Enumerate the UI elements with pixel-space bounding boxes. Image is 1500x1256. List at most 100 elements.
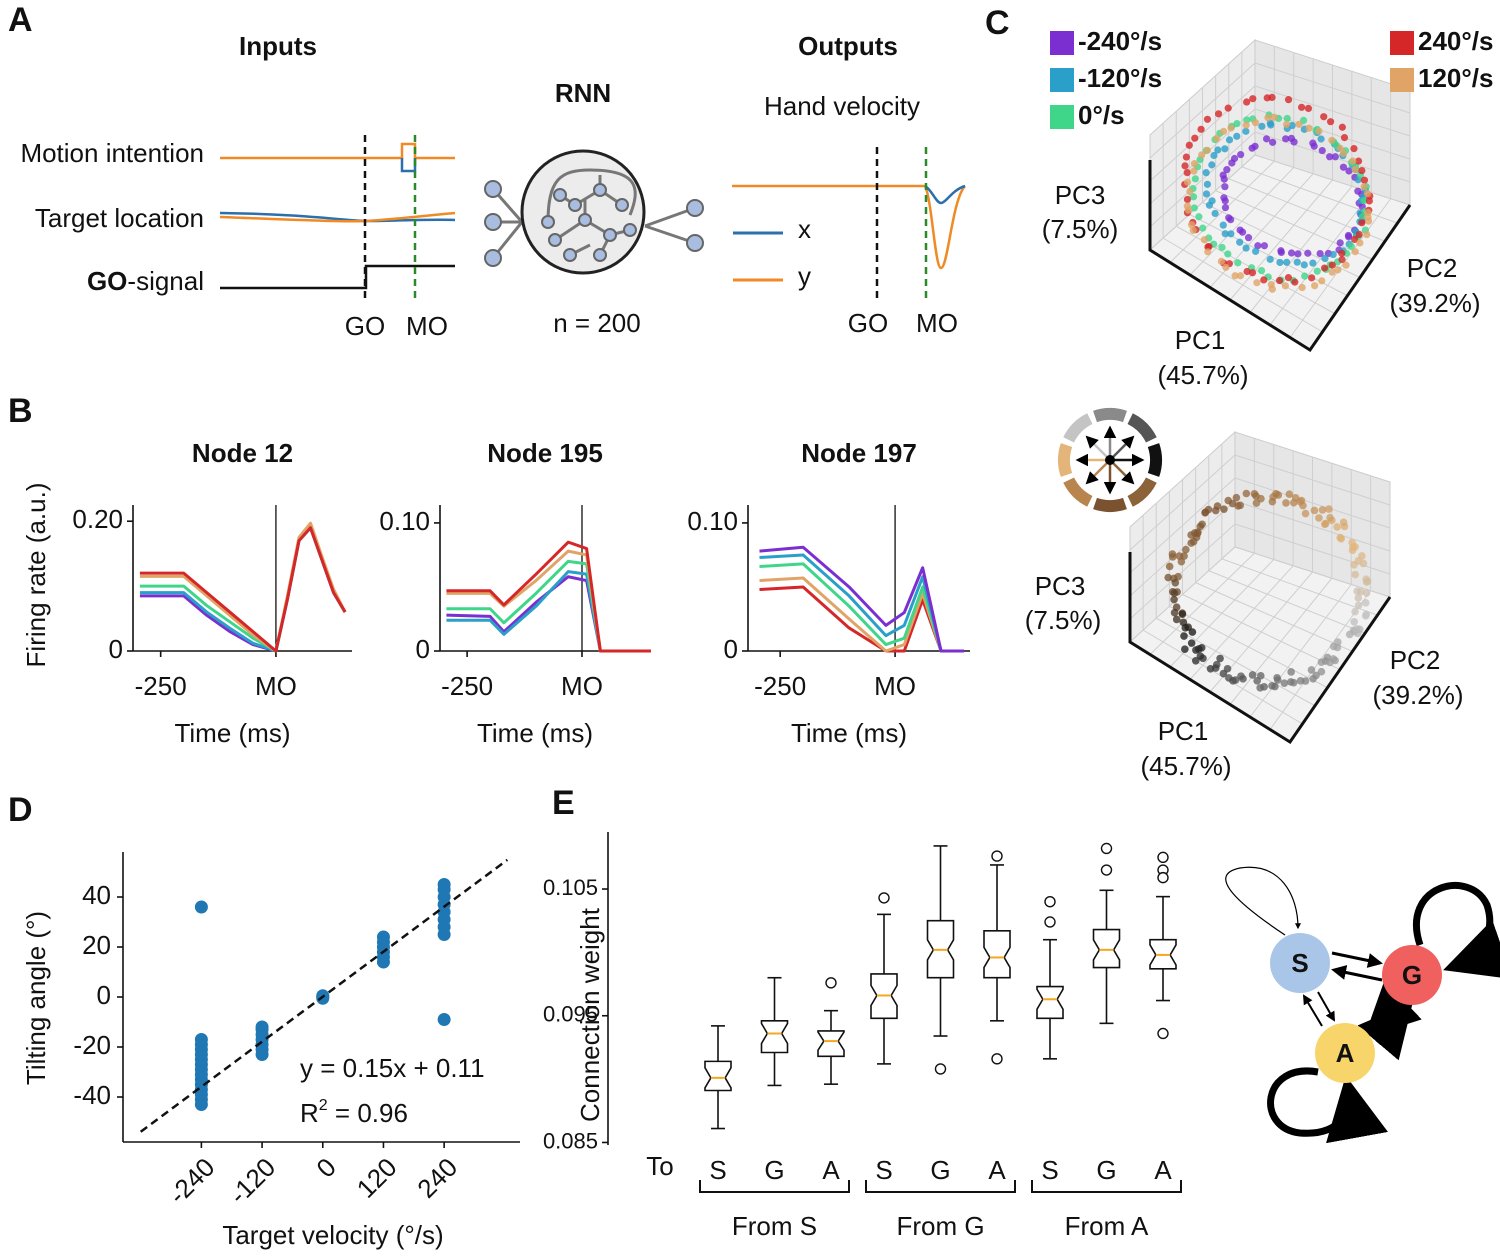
grid-line <box>1249 185 1353 313</box>
pca-point <box>1236 501 1245 510</box>
pca-point <box>1190 167 1198 175</box>
axis-label: (45.7%) <box>1157 360 1248 390</box>
flier <box>1100 842 1113 855</box>
legend-label: 0°/s <box>1078 100 1125 130</box>
pca-point <box>1317 658 1326 666</box>
trace <box>220 142 455 160</box>
y-axis-label: Firing rate (a.u.) <box>21 483 51 668</box>
pca-point <box>1284 274 1293 282</box>
pca-point <box>1256 671 1265 680</box>
pca-point <box>1363 189 1372 198</box>
r2-base: R <box>300 1098 319 1128</box>
r2-label: R2 = 0.96 <box>300 1097 408 1128</box>
pca-point <box>1320 113 1328 121</box>
flier <box>878 892 890 904</box>
chart-title: Node 197 <box>801 438 917 468</box>
pca-point <box>1326 118 1335 126</box>
heading: RNN <box>555 78 611 108</box>
fit-line <box>139 858 509 1133</box>
pca-point <box>1183 195 1192 204</box>
pca-point <box>1347 242 1355 250</box>
box <box>760 1020 789 1054</box>
compass-segment <box>1093 497 1127 512</box>
legend-swatch <box>1390 68 1414 92</box>
pca-point <box>1315 514 1323 522</box>
pca-point <box>1262 135 1271 143</box>
pca-point <box>1358 219 1366 227</box>
rnn-icon <box>484 149 704 275</box>
y-tick-label: 0.085 <box>543 1128 598 1153</box>
pca-point <box>1222 263 1230 271</box>
axis-label: (45.7%) <box>1140 751 1231 781</box>
r2-rest: = 0.96 <box>328 1098 408 1128</box>
pca-point <box>1199 224 1207 232</box>
pca-point <box>1336 144 1344 152</box>
axis-line <box>1128 552 1392 745</box>
x-tick-label: -250 <box>135 671 187 701</box>
legend-label: -120°/s <box>1078 63 1162 93</box>
axis-prefix: To <box>646 1151 673 1181</box>
compass-arrow <box>1085 459 1111 485</box>
group-bracket <box>865 1180 1016 1193</box>
pca-point <box>1204 248 1212 256</box>
y-tick-label: 0.10 <box>379 506 430 536</box>
pca-point <box>1249 95 1257 103</box>
pca-point <box>1282 499 1290 507</box>
axis-label: PC3 <box>1055 180 1106 210</box>
y-tick-label: 0 <box>109 634 123 664</box>
network-node-label: A <box>1336 1038 1355 1068</box>
pca-point <box>1358 552 1366 560</box>
pca-point <box>1308 274 1316 282</box>
pca-point <box>1198 520 1206 529</box>
pca-point <box>1251 119 1260 127</box>
pca-point <box>1180 632 1188 640</box>
pca-point <box>1351 607 1359 616</box>
pca-point <box>1357 587 1365 596</box>
network-node <box>1315 1023 1375 1083</box>
pca-point <box>1351 235 1359 243</box>
output-label: Hand velocity <box>764 91 920 121</box>
pca-point <box>1352 625 1361 633</box>
pca-point <box>1338 123 1346 131</box>
pca-point <box>1356 239 1364 247</box>
compass-segment <box>1147 443 1162 477</box>
y-tick-label: 0 <box>416 634 430 664</box>
grid-line <box>1129 477 1236 574</box>
pca-point <box>1191 175 1199 183</box>
pca-point <box>1211 209 1219 218</box>
pca-point <box>1361 599 1370 607</box>
pca-point <box>1299 501 1307 510</box>
x-tick-label: 120 <box>351 1152 403 1204</box>
pca-point <box>1248 269 1257 277</box>
pca-point <box>1252 492 1260 500</box>
series-line <box>759 545 965 653</box>
pca-point <box>1364 209 1372 217</box>
pca-point <box>1285 490 1294 499</box>
pca-point <box>1191 656 1200 665</box>
pca-point <box>1329 655 1338 663</box>
x-tick-label: S <box>875 1155 892 1185</box>
x-tick-label: G <box>930 1155 950 1185</box>
panel-label: E <box>552 784 575 822</box>
x-axis-label: Time (ms) <box>174 718 290 748</box>
pca-point <box>1244 234 1253 242</box>
pca-point <box>1170 595 1178 604</box>
pca-point <box>1254 242 1262 250</box>
grid-line <box>1234 477 1391 529</box>
pca-point <box>1345 167 1353 175</box>
pca-point <box>1208 161 1216 169</box>
grid-line <box>1254 85 1411 137</box>
pca-point <box>1257 266 1266 275</box>
pca-point <box>1260 276 1268 284</box>
pca-point <box>1237 150 1245 159</box>
pca-point <box>1178 609 1187 618</box>
pca-point <box>1252 247 1260 255</box>
pca-point <box>1220 505 1228 513</box>
compass-segment <box>1063 413 1093 443</box>
pca-point <box>1171 578 1180 587</box>
legend-swatch <box>1050 68 1074 92</box>
legend-swatch <box>1050 105 1074 129</box>
pca-point <box>1289 498 1298 507</box>
pca-point <box>1321 254 1329 263</box>
pca-point <box>1186 187 1194 196</box>
